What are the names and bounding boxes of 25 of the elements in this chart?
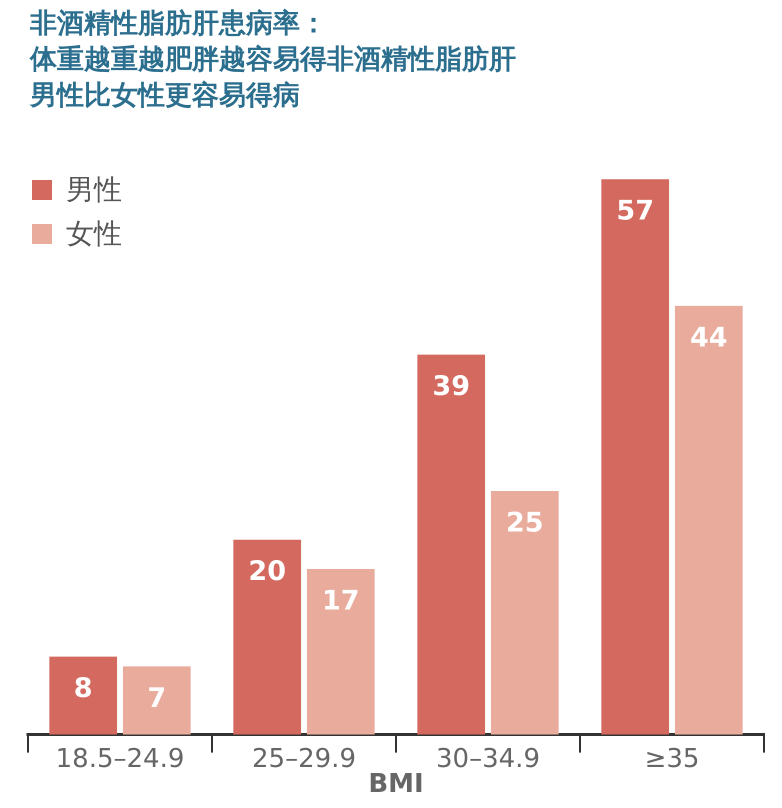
bar <box>417 354 486 735</box>
bar <box>122 666 191 735</box>
data-label: 39 <box>432 371 470 402</box>
x-axis-title: BMI <box>368 769 424 800</box>
data-label: 25 <box>506 508 544 539</box>
data-label: 20 <box>248 556 286 588</box>
x-tick-label: 25–29.9 <box>252 744 356 774</box>
chart-subtitle: 体重越重越肥胖越容易得非酒精性脂肪肝男性比女性更容易得病 <box>30 43 517 113</box>
bar <box>306 568 375 735</box>
bar <box>674 306 743 735</box>
data-label: 8 <box>74 673 93 704</box>
legend-label: 女性 <box>66 216 122 252</box>
legend-label: 男性 <box>66 172 122 208</box>
bar <box>601 179 670 735</box>
data-label: 7 <box>147 682 166 714</box>
x-tick-label: 18.5–24.9 <box>56 744 184 774</box>
data-label: 17 <box>322 585 360 616</box>
x-tick-label: 30–34.9 <box>436 744 540 774</box>
bar <box>49 656 118 735</box>
bar <box>490 491 559 735</box>
bar <box>233 540 302 735</box>
data-label: 57 <box>616 196 654 227</box>
x-tick-label: ≥35 <box>644 744 700 774</box>
data-label: 44 <box>690 322 728 354</box>
chart-title: 非酒精性脂肪肝患病率： <box>30 7 328 41</box>
